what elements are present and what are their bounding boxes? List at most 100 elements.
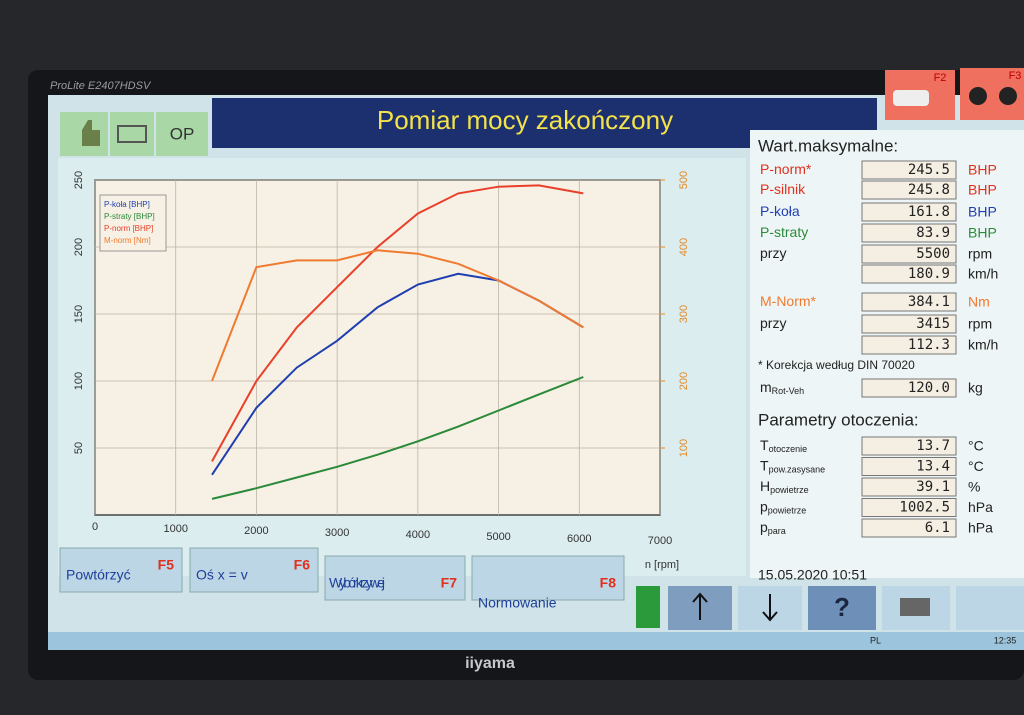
- y2-tick-label: 200: [678, 372, 690, 390]
- x-axis-label: n [rpm]: [645, 559, 679, 571]
- legend-entry: M-norm [Nm]: [104, 236, 151, 245]
- series-line: [211, 376, 584, 500]
- unit: °C: [968, 438, 984, 454]
- label-sub: powietrze: [770, 485, 809, 495]
- value-box: [861, 436, 957, 456]
- value-label: ppara: [760, 519, 786, 537]
- label-main: P-straty: [760, 224, 808, 240]
- value-box: [861, 477, 957, 497]
- taskbar: [48, 632, 1024, 650]
- x-tick-label: 3000: [325, 527, 349, 539]
- y-tick-label: 50: [73, 442, 85, 454]
- label-main: przy: [760, 315, 786, 331]
- value-box: [861, 160, 957, 180]
- value-label: Hpowietrze: [760, 478, 809, 496]
- value: 245.8: [908, 182, 950, 198]
- f3-key: F3: [1009, 70, 1022, 82]
- label-sub: powietrze: [768, 506, 807, 516]
- exit-button[interactable]: [956, 586, 1024, 630]
- f2-key: F2: [934, 72, 947, 84]
- y2-tick-label: 300: [678, 305, 690, 323]
- x-tick-label: 7000: [648, 535, 672, 547]
- value-label: przy: [760, 245, 786, 261]
- value-label: P-koła: [760, 203, 800, 219]
- function-button[interactable]: [324, 555, 466, 601]
- value-label: Totoczenie: [760, 437, 807, 455]
- button-key: F8: [600, 575, 617, 591]
- y-tick-label: 250: [73, 171, 85, 189]
- value: 161.8: [908, 204, 950, 220]
- y-tick-label: 200: [73, 238, 85, 256]
- taskbar-time: 12:35: [994, 635, 1017, 645]
- monitor-model: ProLite E2407HDSV: [50, 80, 152, 92]
- chart: 0 1000 2000 3000 4000 5000 6000 7000 50 100 150 200…: [73, 171, 690, 547]
- label-main: m: [760, 379, 772, 395]
- value-box: [861, 223, 957, 243]
- value-label: ppowietrze: [760, 498, 806, 516]
- x-tick-label: 0: [92, 521, 98, 533]
- function-button[interactable]: [189, 547, 319, 593]
- function-button[interactable]: [471, 555, 625, 601]
- x-tick-label: 4000: [406, 529, 430, 541]
- button-key: F6: [294, 557, 311, 573]
- unit: %: [968, 479, 980, 495]
- datetime: 15.05.2020 10:51: [758, 567, 867, 583]
- button-key: F7: [441, 575, 458, 591]
- unit: hPa: [968, 520, 993, 536]
- unit: °C: [968, 458, 984, 474]
- value-box: [861, 202, 957, 222]
- y2-tick-label: 400: [678, 238, 690, 256]
- value-label: mRot-Veh: [760, 379, 804, 397]
- legend-entry: P-norm [BHP]: [104, 224, 153, 233]
- unit: km/h: [968, 266, 998, 282]
- plot-area: [94, 179, 661, 516]
- legend-entry: P-koła [BHP]: [104, 200, 150, 209]
- function-button[interactable]: [59, 547, 183, 593]
- button-label: Normowanie: [478, 595, 557, 611]
- legend-box: [99, 194, 167, 252]
- values-rows: P-norm* 245.5 BHP P-silnik 245.8 BHP P-koła 161…: [760, 160, 998, 538]
- button-label: Oś x = v: [196, 567, 248, 583]
- unit: km/h: [968, 337, 998, 353]
- label-main: przy: [760, 245, 786, 261]
- y-tick-label: 100: [73, 372, 85, 390]
- label-main: T: [760, 457, 769, 473]
- monitor-brand: iiyama: [465, 655, 515, 672]
- value-label: M-Norm*: [760, 293, 817, 309]
- label-main: T: [760, 437, 769, 453]
- function-buttons: Powtórzyć F5 Oś x = v F6 Wybór krzywej F7 Norm…: [59, 547, 625, 611]
- unit: rpm: [968, 246, 992, 262]
- value-box: [861, 292, 957, 312]
- engine-button[interactable]: [110, 112, 154, 156]
- value-label: P-norm*: [760, 161, 812, 177]
- y2-tick-label: 500: [678, 171, 690, 189]
- button-label: Wybór krzywej: [329, 575, 385, 591]
- label-sub: otoczenie: [769, 444, 808, 454]
- taskbar-lang: PL: [870, 635, 881, 645]
- unit: hPa: [968, 499, 993, 515]
- value-box: [861, 518, 957, 538]
- unit: BHP: [968, 204, 997, 220]
- y2-tick-label: 100: [678, 439, 690, 457]
- help-button[interactable]: [808, 586, 876, 630]
- label-main: M-Norm*: [760, 293, 817, 309]
- button-label: Powtórzyć: [66, 567, 131, 583]
- value: 112.3: [908, 337, 950, 353]
- engine-icon: [117, 125, 147, 143]
- x-tick-label: 1000: [163, 523, 187, 535]
- y-tick-label: 150: [73, 305, 85, 323]
- op-button[interactable]: [156, 112, 208, 156]
- button-key: F5: [158, 557, 175, 573]
- label-main: p: [760, 519, 768, 535]
- value-box: [861, 314, 957, 334]
- value: 39.1: [916, 479, 950, 495]
- legend-entry: P-straty [BHP]: [104, 212, 155, 221]
- help-label: ?: [834, 592, 850, 622]
- down-arrow: [762, 594, 778, 622]
- label-main: P-norm*: [760, 161, 812, 177]
- series-line: [211, 184, 584, 462]
- value-label: Tpow.zasysane: [760, 457, 825, 475]
- value: 3415: [916, 316, 950, 332]
- level-indicator: [636, 586, 660, 628]
